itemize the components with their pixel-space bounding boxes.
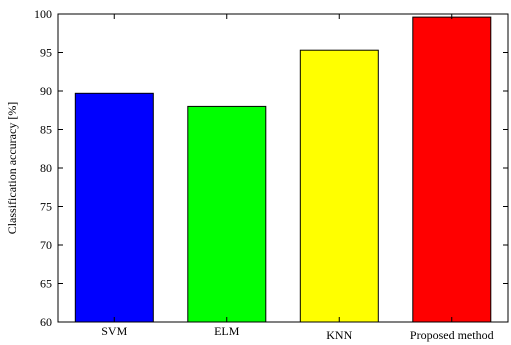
- y-ticks-group: 60 65 70 75 80 85 90 95 100: [34, 7, 508, 329]
- y-tick-label: 85: [40, 123, 52, 137]
- bar-elm: [187, 105, 267, 323]
- x-ticks-group: SVM ELM KNN Proposed method: [101, 14, 494, 342]
- x-tick-label: SVM: [101, 324, 127, 338]
- bar-svm: [74, 92, 154, 323]
- y-tick-label: 75: [40, 200, 52, 214]
- y-tick-label: 65: [40, 277, 52, 291]
- y-tick-label: 70: [40, 238, 52, 252]
- y-tick-label: 100: [34, 7, 52, 21]
- bar-proposed-method: [412, 16, 492, 323]
- y-tick-label: 95: [40, 46, 52, 60]
- x-tick-label: Proposed method: [410, 328, 494, 342]
- y-tick-label: 80: [40, 161, 52, 175]
- y-tick-label: 60: [40, 315, 52, 329]
- x-tick-label: KNN: [326, 328, 352, 342]
- x-tick-label: ELM: [214, 324, 240, 338]
- y-tick-label: 90: [40, 84, 52, 98]
- y-axis-label: Classification accuracy [%]: [5, 102, 19, 235]
- bar-knn: [299, 49, 379, 323]
- bars-group: [74, 16, 492, 323]
